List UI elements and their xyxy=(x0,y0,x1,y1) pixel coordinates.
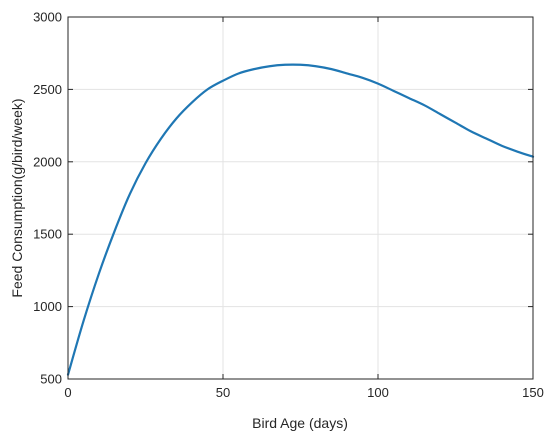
y-tick-label: 3000 xyxy=(33,10,62,25)
series-line xyxy=(66,63,535,376)
x-tick-label: 50 xyxy=(216,385,230,400)
y-tick-label: 500 xyxy=(40,372,62,387)
x-tick-labels: 0 50 100 150 xyxy=(64,385,543,400)
tick-marks xyxy=(67,16,534,380)
x-axis-label: Bird Age (days) xyxy=(252,415,348,431)
x-tick-label: 100 xyxy=(367,385,389,400)
y-tick-label: 2000 xyxy=(33,154,62,169)
x-tick-label: 150 xyxy=(522,385,544,400)
y-tick-labels: 500 1000 1500 2000 2500 3000 xyxy=(33,10,62,387)
y-tick-label: 1500 xyxy=(33,227,62,242)
y-tick-label: 2500 xyxy=(33,82,62,97)
x-tick-label: 0 xyxy=(64,385,71,400)
y-axis-label: Feed Consumption(g/bird/week) xyxy=(9,98,25,297)
series-layer xyxy=(66,63,535,376)
plot-area-border xyxy=(67,16,534,380)
grid-lines xyxy=(67,16,534,380)
y-tick-label: 1000 xyxy=(33,299,62,314)
